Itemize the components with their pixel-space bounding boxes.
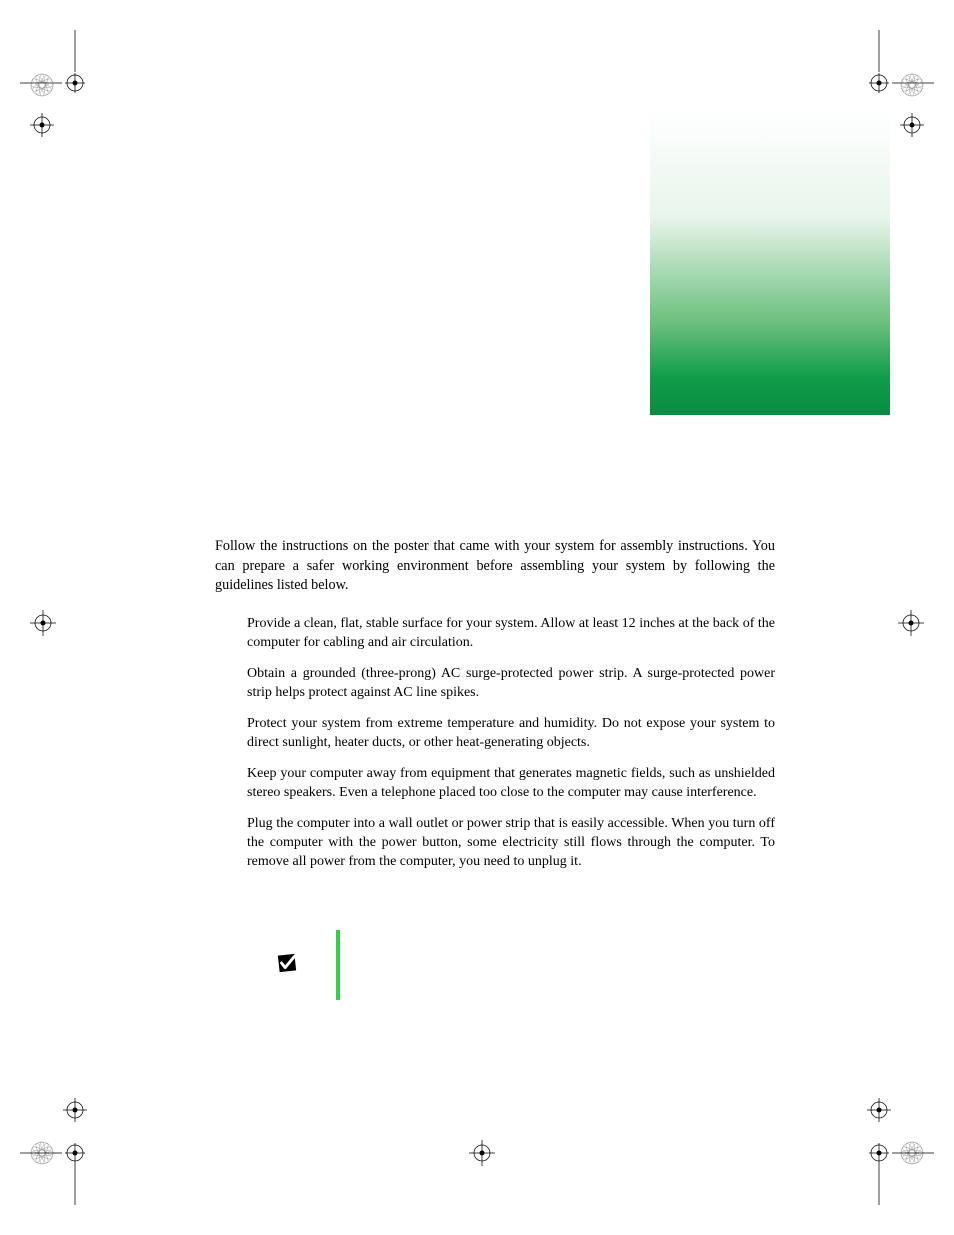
crop-mark-bottom-right — [854, 1075, 934, 1205]
guideline-item: Plug the computer into a wall outlet or … — [247, 814, 775, 871]
crop-mark-bottom-left — [20, 1075, 100, 1205]
header-gradient-block — [650, 110, 890, 415]
guideline-item: Protect your system from extreme tempera… — [247, 714, 775, 752]
crop-mark-bottom-center — [467, 1138, 497, 1168]
body-content: Follow the instructions on the poster th… — [215, 537, 775, 883]
guideline-item: Keep your computer away from equipment t… — [247, 764, 775, 802]
intro-paragraph: Follow the instructions on the poster th… — [215, 537, 775, 596]
crop-mark-mid-left — [28, 608, 58, 638]
checkmark-icon — [276, 952, 298, 974]
crop-mark-mid-right — [896, 608, 926, 638]
note-callout — [276, 930, 746, 1000]
guideline-list: Provide a clean, flat, stable surface fo… — [247, 614, 775, 871]
guideline-item: Provide a clean, flat, stable surface fo… — [247, 614, 775, 652]
crop-mark-top-left — [20, 30, 100, 160]
guideline-item: Obtain a grounded (three-prong) AC surge… — [247, 664, 775, 702]
note-divider — [336, 930, 340, 1000]
